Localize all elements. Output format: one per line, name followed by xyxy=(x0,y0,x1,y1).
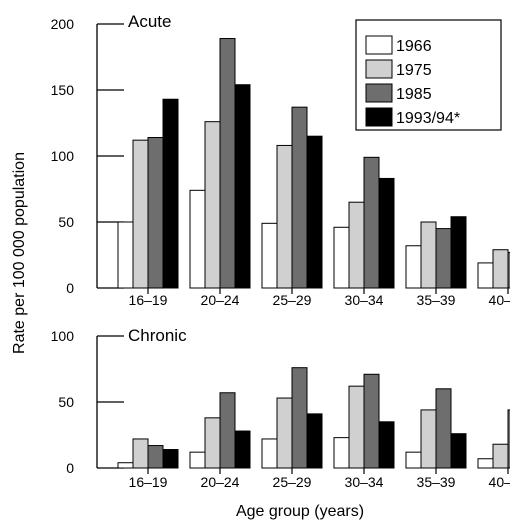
bar xyxy=(450,216,467,289)
legend-label: 1993/94* xyxy=(396,110,460,127)
x-tick-label: 40–44 xyxy=(489,292,510,308)
bar xyxy=(435,228,452,289)
bar xyxy=(219,38,236,289)
x-tick-label: 30–34 xyxy=(345,474,384,490)
bar xyxy=(291,367,308,469)
bar xyxy=(162,98,179,289)
legend-label: 1985 xyxy=(396,86,432,103)
legend-swatch xyxy=(365,35,393,55)
x-tick-label: 20–24 xyxy=(201,292,240,308)
bar xyxy=(405,451,422,469)
x-tick-label: 35–39 xyxy=(417,474,456,490)
legend-swatch xyxy=(365,59,393,79)
legend-label: 1975 xyxy=(396,62,432,79)
bar xyxy=(132,438,149,469)
bar xyxy=(333,226,350,289)
bar xyxy=(261,222,278,289)
legend-swatch xyxy=(365,83,393,103)
bar xyxy=(378,421,395,469)
bar xyxy=(378,177,395,289)
chronic-panel: 0 50 100 Chronic 16–19 20–24 25–29 30–34 35–39 40… xyxy=(51,326,510,490)
bar xyxy=(492,443,509,469)
bar xyxy=(450,433,467,469)
bar xyxy=(420,409,437,469)
bar xyxy=(147,137,164,289)
bar xyxy=(306,413,323,469)
bar xyxy=(333,437,350,469)
bar xyxy=(405,245,422,289)
panel-title: Acute xyxy=(128,12,171,31)
y-axis-label: Rate per 100 000 population xyxy=(11,152,28,354)
x-tick-label: 25–29 xyxy=(273,474,312,490)
bar xyxy=(261,438,278,469)
bar xyxy=(363,373,380,469)
y-tick-label: 0 xyxy=(66,460,74,476)
bar xyxy=(204,121,221,289)
y-tick-label: 100 xyxy=(51,148,75,164)
bar xyxy=(420,221,437,289)
bar xyxy=(234,430,251,469)
legend-label: 1966 xyxy=(396,38,432,55)
y-tick-label: 200 xyxy=(51,16,75,32)
bar xyxy=(477,262,494,289)
x-tick-label: 30–34 xyxy=(345,292,384,308)
y-tick-label: 50 xyxy=(58,394,74,410)
bar xyxy=(189,189,206,289)
y-tick-label: 0 xyxy=(66,280,74,296)
bar xyxy=(306,135,323,289)
bar xyxy=(291,106,308,289)
bar xyxy=(219,392,236,469)
bar xyxy=(189,451,206,469)
bar xyxy=(117,462,134,469)
bar xyxy=(348,385,365,469)
bar xyxy=(348,201,365,289)
bar xyxy=(492,249,509,289)
bar xyxy=(117,221,134,289)
bar xyxy=(147,445,164,469)
y-tick-label: 50 xyxy=(58,214,74,230)
bar xyxy=(507,251,510,289)
bar xyxy=(507,409,510,469)
legend-swatch xyxy=(365,107,393,127)
legend: 1966 1975 1985 1993/94* xyxy=(355,19,502,131)
bar xyxy=(435,388,452,469)
y-tick-label: 150 xyxy=(51,82,75,98)
bar xyxy=(276,144,293,289)
bar xyxy=(234,84,251,289)
bar xyxy=(276,397,293,469)
x-tick-label: 16–19 xyxy=(129,474,168,490)
bar xyxy=(132,139,149,289)
y-tick-label: 100 xyxy=(51,328,75,344)
acute-panel: 0 50 100 150 200 Acute 16–19 20–24 25–29 30–34 35–… xyxy=(51,12,510,308)
x-tick-label: 20–24 xyxy=(201,474,240,490)
bar xyxy=(162,449,179,469)
panel-title: Chronic xyxy=(128,326,187,345)
bar xyxy=(477,458,494,469)
x-tick-label: 25–29 xyxy=(273,292,312,308)
x-tick-label: 35–39 xyxy=(417,292,456,308)
x-tick-label: 16–19 xyxy=(129,292,168,308)
bar xyxy=(204,417,221,469)
x-tick-label: 40–44 xyxy=(489,474,510,490)
bar xyxy=(363,156,380,289)
x-axis-label: Age group (years) xyxy=(236,503,364,520)
